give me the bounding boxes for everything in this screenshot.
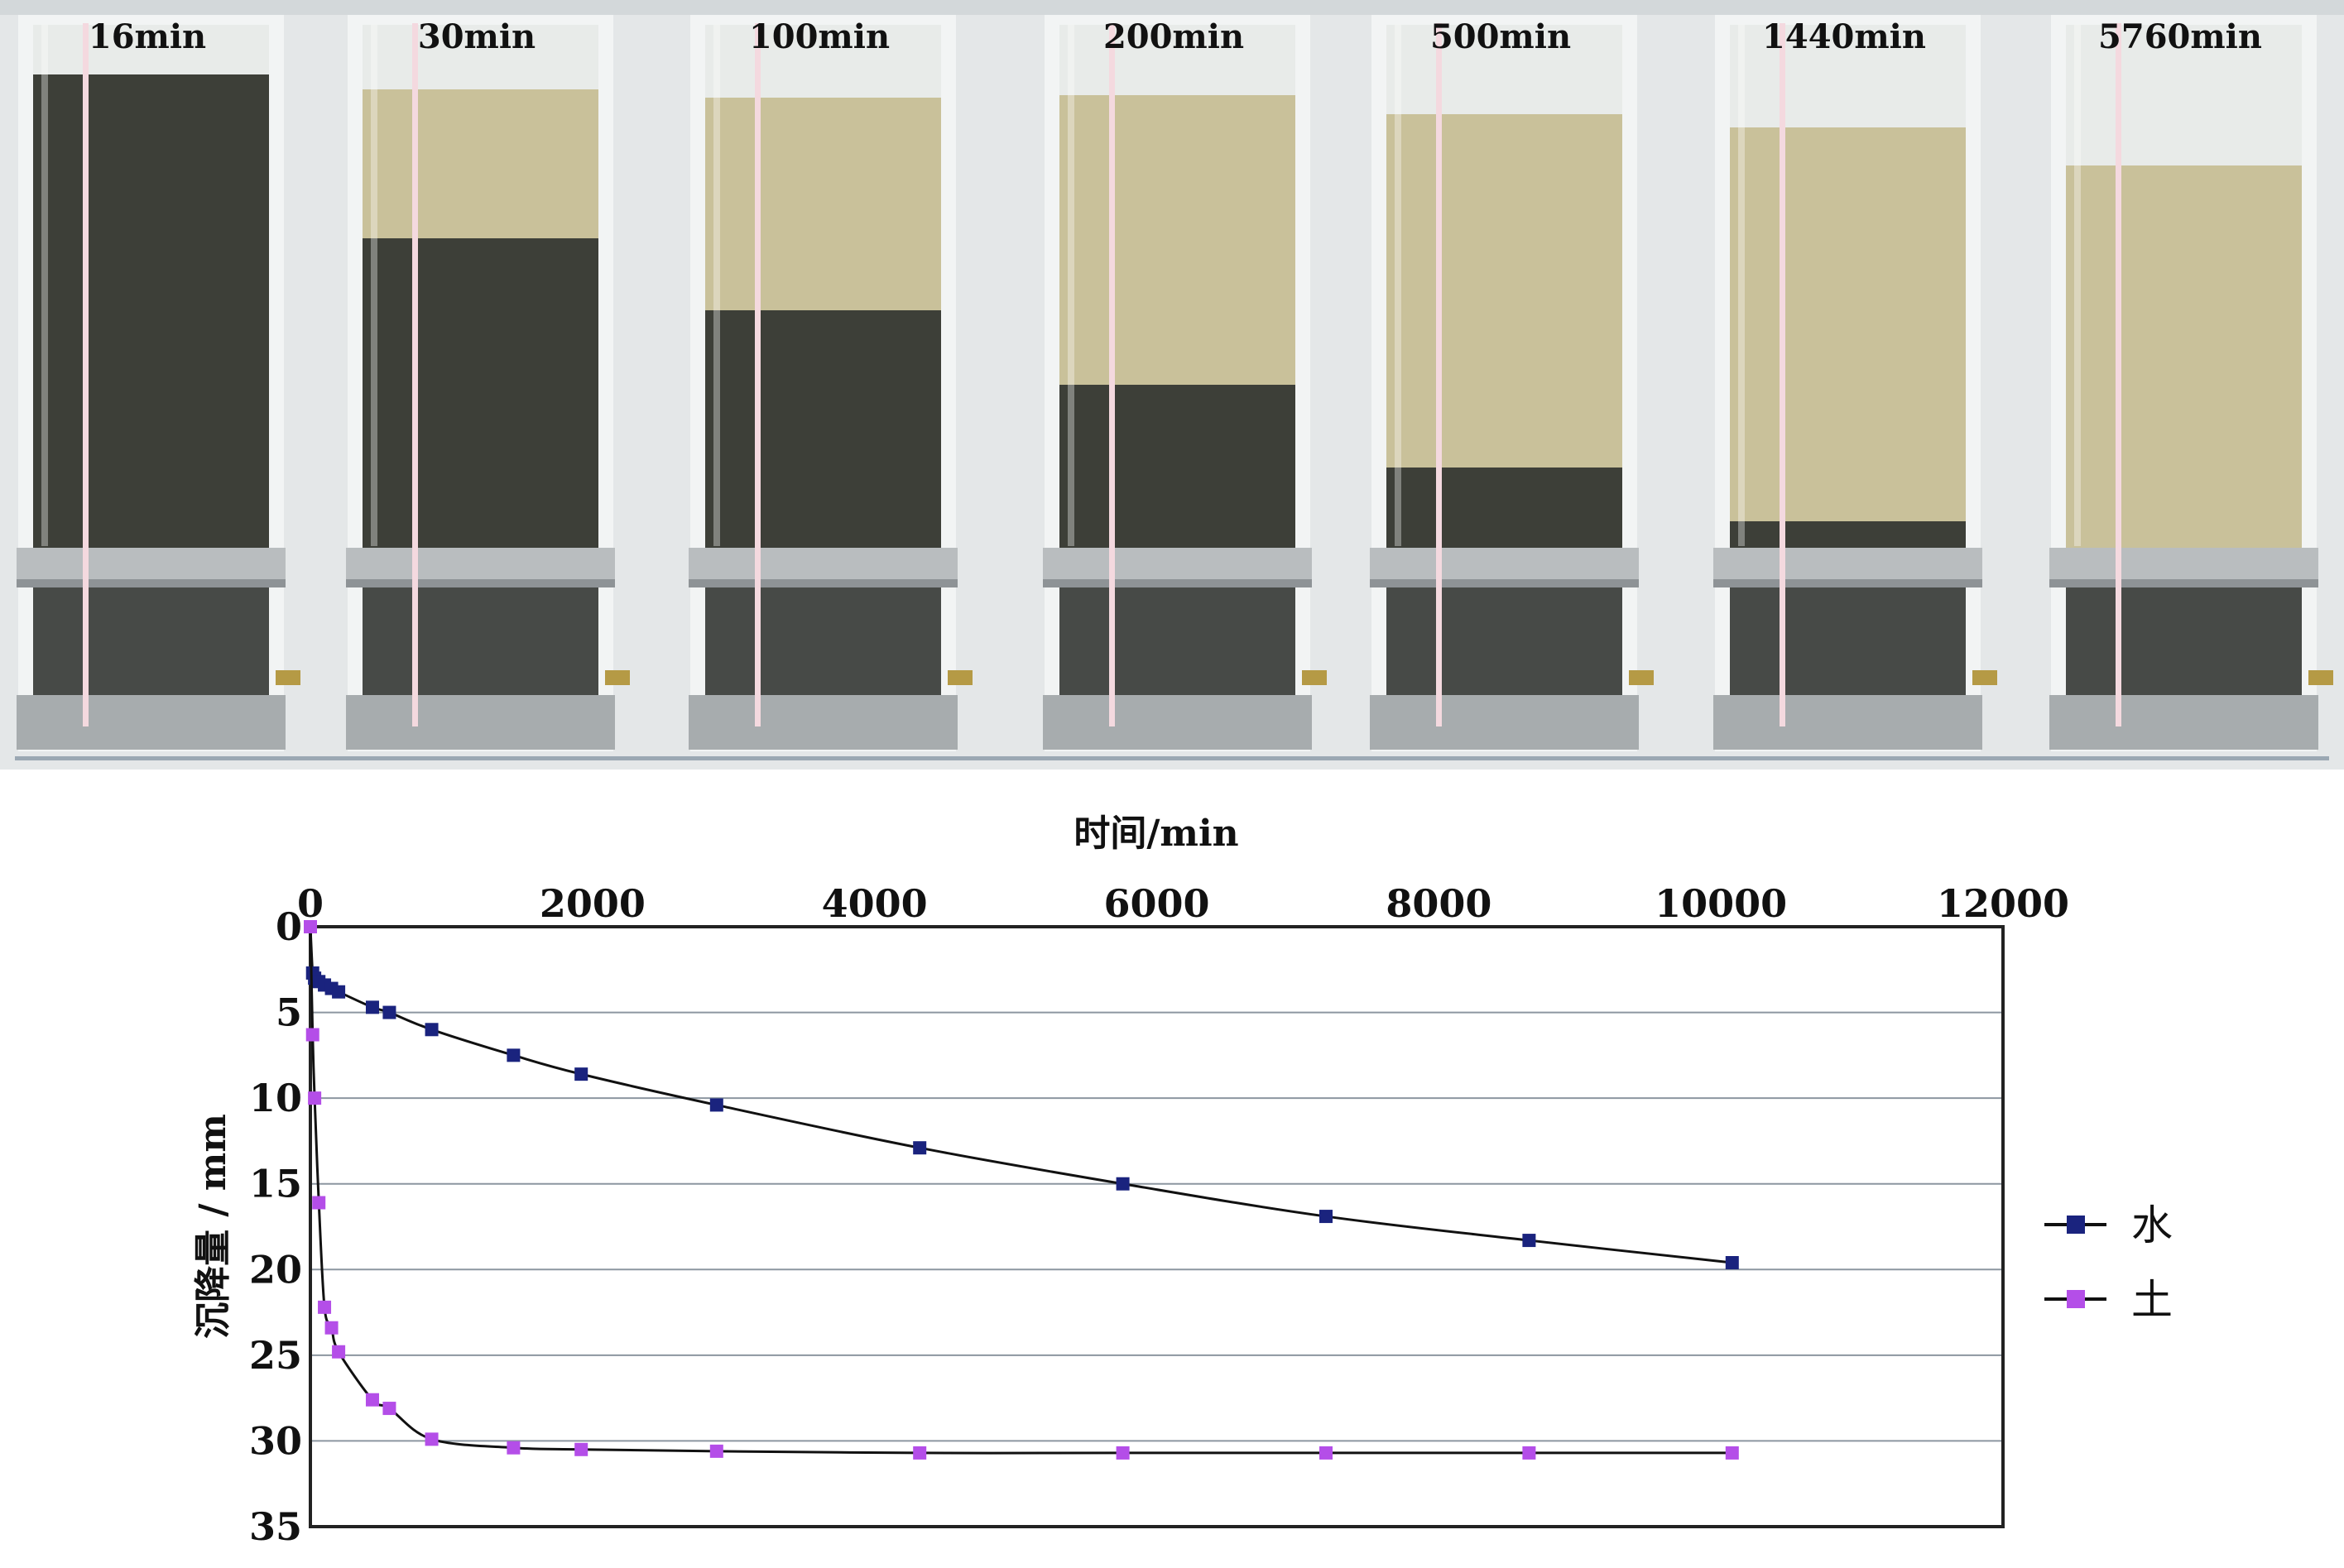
x-tick-label: 2000 (540, 881, 646, 926)
data-point-marker (507, 1048, 521, 1062)
data-point-marker (1116, 1446, 1130, 1460)
series-line (309, 926, 1732, 1455)
settlement-chart: 0 5 10 15 20 25 30 35 0 2000 4000 6000 8000 10000 1200… (192, 813, 2173, 1549)
data-point-marker (365, 1000, 379, 1014)
legend-item: 水 (2044, 1201, 2173, 1249)
legend-label: 土 (2131, 1276, 2173, 1324)
legend-label: 水 (2131, 1201, 2173, 1249)
tube-time-label: 500min (1430, 17, 1571, 56)
tube-time-label: 200min (1103, 17, 1244, 56)
data-point-marker (913, 1446, 927, 1460)
tube-time-label: 16min (89, 17, 206, 56)
settling-column: 200min (1043, 15, 1327, 751)
tube-time-label: 5760min (2098, 17, 2262, 56)
x-tick-label: 8000 (1386, 881, 1491, 926)
data-point-marker (1522, 1446, 1536, 1460)
data-point-marker (308, 1091, 322, 1105)
y-tick-label: 0 (276, 904, 302, 949)
chart-series (304, 920, 1739, 1460)
y-tick-label: 5 (276, 990, 302, 1035)
data-point-marker (1522, 1234, 1536, 1248)
x-axis-title: 时间/min (1074, 813, 1238, 855)
settling-column-photo-strip: 16min 30min 100min 200min 500min 1440min 5760m… (0, 0, 2344, 770)
data-point-marker (304, 920, 317, 933)
data-point-marker (324, 1321, 339, 1335)
data-point-marker (425, 1432, 439, 1446)
y-tick-label: 20 (249, 1247, 302, 1292)
y-tick-label: 35 (249, 1504, 302, 1549)
y-tick-label: 10 (249, 1076, 302, 1120)
data-point-marker (574, 1067, 588, 1081)
x-tick-label: 0 (297, 881, 324, 926)
data-point-marker (913, 1141, 927, 1155)
tube-time-label: 100min (749, 17, 890, 56)
settling-column: 100min (689, 15, 973, 751)
series-line (309, 926, 1732, 1264)
chart-legend: 水土 (2044, 1201, 2173, 1324)
data-point-marker (332, 985, 346, 999)
settling-column: 500min (1370, 15, 1654, 751)
legend-marker (2067, 1290, 2085, 1308)
x-tick-label: 4000 (822, 881, 928, 926)
legend-marker (2067, 1216, 2085, 1234)
data-point-marker (1319, 1446, 1333, 1460)
data-point-marker (382, 1005, 396, 1019)
data-point-marker (425, 1023, 439, 1037)
x-tick-label: 12000 (1937, 881, 2069, 926)
legend-item: 土 (2044, 1276, 2173, 1324)
settling-column: 5760min (2049, 15, 2333, 751)
settling-column: 16min (17, 15, 300, 751)
data-point-marker (574, 1442, 588, 1456)
tube-time-label: 30min (418, 17, 536, 56)
y-tick-label: 25 (249, 1333, 302, 1378)
data-point-marker (709, 1098, 723, 1112)
plot-area-frame (309, 925, 2005, 1528)
data-point-marker (507, 1441, 521, 1455)
y-axis-title: 沉降量 / mm (192, 1114, 234, 1339)
x-tick-label: 6000 (1103, 881, 1209, 926)
chart-gridlines (310, 1011, 2003, 1442)
data-point-marker (1725, 1446, 1739, 1460)
data-point-marker (312, 1196, 326, 1210)
chart-tick-labels: 0 5 10 15 20 25 30 35 0 2000 4000 6000 8000 10000 1200… (249, 881, 2069, 1549)
data-point-marker (709, 1444, 723, 1458)
data-point-marker (1725, 1256, 1739, 1269)
settling-column: 30min (346, 15, 630, 751)
series-2 (304, 920, 1739, 1460)
data-point-marker (1319, 1210, 1333, 1224)
x-tick-label: 10000 (1655, 881, 1787, 926)
data-point-marker (382, 1402, 396, 1416)
y-tick-label: 15 (249, 1162, 302, 1206)
data-point-marker (332, 1345, 346, 1359)
data-point-marker (365, 1393, 379, 1407)
series-1 (304, 920, 1739, 1269)
data-point-marker (318, 1300, 332, 1314)
y-tick-label: 30 (249, 1418, 302, 1463)
data-point-marker (1116, 1177, 1130, 1191)
settling-column: 1440min (1713, 15, 1997, 751)
tube-time-label: 1440min (1762, 17, 1926, 56)
data-point-marker (305, 1028, 319, 1042)
